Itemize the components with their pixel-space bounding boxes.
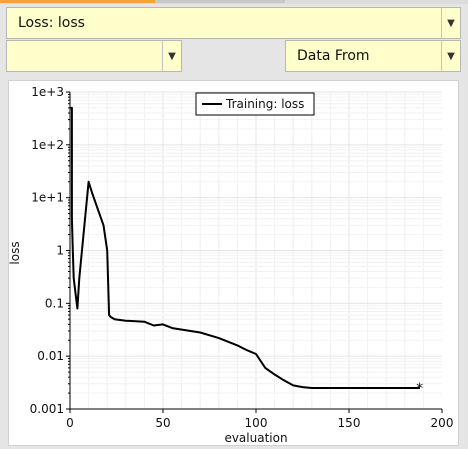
x-axis-label: evaluation xyxy=(224,431,287,445)
chart-grid xyxy=(70,91,442,409)
legend-label: Training: loss xyxy=(225,97,304,111)
x-tick-label: 200 xyxy=(431,416,454,430)
chart-ticks: 0 50 100 150 200 0.001 0.01 0.1 1 1e+1 1e+2 1e+3 xyxy=(30,85,454,430)
data-from-select[interactable]: Data From ▼ xyxy=(285,40,461,72)
tab-indicator[interactable] xyxy=(155,0,285,3)
x-tick-label: 100 xyxy=(245,416,268,430)
y-tick-label: 1e+2 xyxy=(31,138,64,152)
chart-series: * xyxy=(70,106,423,397)
y-tick-label: 0.01 xyxy=(37,349,64,363)
active-tab-indicator[interactable] xyxy=(0,0,155,3)
y-axis-label: loss xyxy=(9,241,22,264)
data-from-select-value: Data From xyxy=(297,48,370,64)
chart-legend: Training: loss xyxy=(195,92,315,116)
chevron-down-icon[interactable]: ▼ xyxy=(441,8,460,38)
x-tick-label: 150 xyxy=(338,416,361,430)
y-tick-label: 1e+1 xyxy=(31,191,64,205)
chevron-down-icon[interactable]: ▼ xyxy=(441,41,460,71)
chevron-down-icon[interactable]: ▼ xyxy=(162,41,181,71)
x-tick-label: 50 xyxy=(155,416,170,430)
loss-select[interactable]: Loss: loss ▼ xyxy=(6,7,461,39)
series-line-training-loss xyxy=(70,106,420,389)
y-tick-label: 1 xyxy=(56,244,64,258)
tab-strip xyxy=(0,0,468,4)
x-tick-label: 0 xyxy=(66,416,74,430)
y-tick-label: 0.001 xyxy=(30,402,64,416)
legend-box xyxy=(195,92,315,116)
loss-select-value: Loss: loss xyxy=(18,15,85,31)
y-tick-label: 0.1 xyxy=(45,296,64,310)
secondary-select[interactable]: ▼ xyxy=(6,40,182,72)
series-end-marker: * xyxy=(416,381,423,397)
y-tick-label: 1e+3 xyxy=(31,85,64,99)
chart-panel: 0 50 100 150 200 0.001 0.01 0.1 1 1e+1 1e+2 1e+3 * … xyxy=(8,80,459,446)
